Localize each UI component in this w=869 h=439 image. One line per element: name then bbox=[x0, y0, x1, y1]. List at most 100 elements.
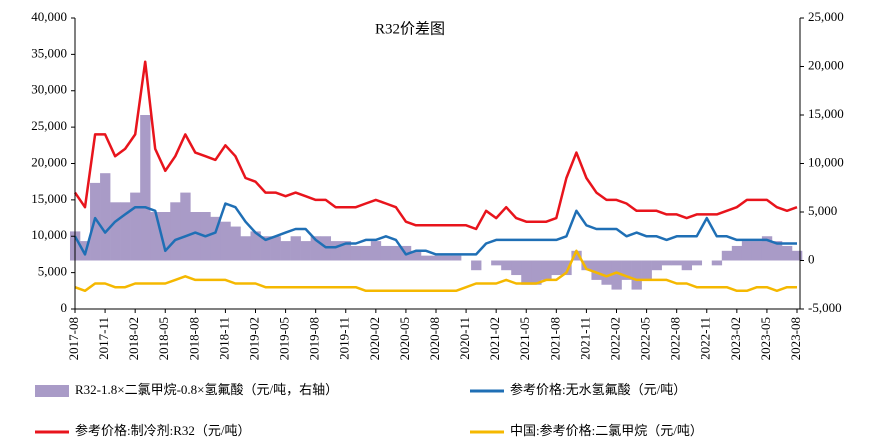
area-bar bbox=[551, 260, 562, 276]
area-bar bbox=[220, 221, 231, 261]
x-tick-label: 2021-08 bbox=[547, 317, 562, 360]
area-bar bbox=[280, 241, 291, 261]
y-tick-label: 5,000 bbox=[38, 264, 67, 279]
area-bar bbox=[741, 241, 753, 261]
x-tick-label: 2023-02 bbox=[728, 317, 743, 360]
y2-tick-label: -5,000 bbox=[808, 300, 842, 315]
legend-swatch bbox=[35, 385, 69, 397]
y-tick-label: 40,000 bbox=[31, 9, 67, 24]
x-tick-label: 2017-11 bbox=[96, 317, 111, 360]
x-tick-label: 2017-08 bbox=[66, 317, 81, 360]
area-bar bbox=[511, 260, 522, 276]
x-tick-label: 2020-02 bbox=[367, 317, 382, 360]
area-bar bbox=[380, 245, 392, 261]
area-bar bbox=[571, 250, 582, 261]
x-tick-label: 2022-11 bbox=[698, 317, 713, 360]
area-bar bbox=[140, 115, 151, 261]
area-bar bbox=[491, 260, 502, 266]
area-bar bbox=[581, 260, 592, 271]
area-bar bbox=[120, 202, 131, 261]
x-tick-label: 2021-05 bbox=[517, 317, 532, 360]
area-bar bbox=[310, 236, 321, 261]
area-bar bbox=[260, 236, 271, 261]
series-line bbox=[73, 60, 798, 231]
area-bar bbox=[521, 260, 532, 285]
area-bar bbox=[611, 260, 622, 290]
area-bar bbox=[541, 260, 552, 280]
area-bar bbox=[661, 260, 672, 266]
legend-label: 参考价格:制冷剂:R32（元/吨） bbox=[75, 423, 251, 438]
y2-tick-label: 25,000 bbox=[808, 9, 844, 24]
x-tick-label: 2019-11 bbox=[337, 317, 352, 360]
x-tick-label: 2018-11 bbox=[216, 317, 231, 360]
area-bar bbox=[150, 212, 161, 261]
x-tick-label: 2019-08 bbox=[307, 317, 322, 360]
y2-tick-label: 20,000 bbox=[808, 57, 844, 72]
y-tick-label: 10,000 bbox=[31, 227, 67, 242]
area-bar bbox=[711, 260, 723, 266]
area-bar bbox=[681, 260, 693, 271]
y-tick-label: 35,000 bbox=[31, 45, 67, 60]
y2-tick-label: 10,000 bbox=[808, 154, 844, 169]
x-tick-label: 2019-05 bbox=[277, 317, 292, 360]
area-bar bbox=[210, 216, 221, 261]
chart-title: R32价差图 bbox=[375, 20, 445, 37]
area-bar bbox=[170, 202, 181, 261]
x-tick-label: 2020-05 bbox=[397, 317, 412, 360]
area-bar bbox=[471, 260, 482, 271]
series-line bbox=[73, 202, 797, 256]
x-tick-label: 2023-08 bbox=[788, 317, 803, 360]
area-bar bbox=[751, 241, 763, 261]
area-bar bbox=[290, 236, 301, 261]
area-bar bbox=[771, 241, 783, 261]
area-bar bbox=[130, 192, 141, 261]
area-bar bbox=[270, 236, 281, 261]
area-bar bbox=[691, 260, 703, 266]
area-bar bbox=[441, 255, 452, 261]
y-tick-label: 20,000 bbox=[31, 154, 67, 169]
y-tick-label: 15,000 bbox=[31, 191, 67, 206]
area-bar bbox=[250, 231, 261, 261]
legend-label: R32-1.8×二氯甲烷-0.8×氢氟酸（元/吨，右轴） bbox=[75, 382, 338, 397]
area-bar bbox=[651, 260, 662, 271]
y2-tick-label: 5,000 bbox=[808, 203, 837, 218]
area-bar bbox=[410, 250, 422, 261]
area-bar bbox=[350, 245, 362, 261]
area-bar bbox=[641, 260, 652, 280]
area-bar bbox=[731, 245, 743, 261]
y2-tick-label: 0 bbox=[808, 251, 815, 266]
legend-label: 参考价格:无水氢氟酸（元/吨） bbox=[510, 382, 686, 397]
area-bar bbox=[451, 255, 462, 261]
area-bar bbox=[501, 260, 512, 271]
x-tick-label: 2018-02 bbox=[126, 317, 141, 360]
x-tick-label: 2023-05 bbox=[758, 317, 773, 360]
area-bar bbox=[100, 173, 111, 261]
area-bar bbox=[781, 245, 793, 261]
area-bar bbox=[430, 255, 442, 261]
x-tick-label: 2019-02 bbox=[246, 317, 261, 360]
y-tick-label: 30,000 bbox=[31, 82, 67, 97]
area-bar bbox=[390, 245, 402, 261]
area-bar bbox=[621, 260, 632, 280]
x-tick-label: 2018-05 bbox=[156, 317, 171, 360]
area-bar bbox=[631, 260, 642, 290]
x-tick-label: 2020-11 bbox=[457, 317, 472, 360]
area-bar bbox=[160, 212, 171, 261]
area-bar bbox=[330, 241, 342, 261]
y2-tick-label: 15,000 bbox=[808, 106, 844, 121]
y-tick-label: 0 bbox=[61, 300, 68, 315]
area-bar bbox=[721, 250, 733, 261]
x-tick-label: 2022-05 bbox=[638, 317, 653, 360]
area-bar bbox=[340, 241, 352, 261]
area-bar bbox=[671, 260, 682, 266]
x-tick-label: 2021-11 bbox=[577, 317, 592, 360]
legend-label: 中国:参考价格:二氯甲烷（元/吨） bbox=[510, 423, 703, 438]
y-tick-label: 25,000 bbox=[31, 118, 67, 133]
area-bar bbox=[531, 260, 542, 285]
series-line bbox=[74, 249, 797, 293]
area-bar bbox=[591, 260, 602, 280]
area-bar bbox=[190, 212, 201, 261]
area-bar bbox=[561, 260, 572, 276]
area-bar bbox=[110, 202, 121, 261]
